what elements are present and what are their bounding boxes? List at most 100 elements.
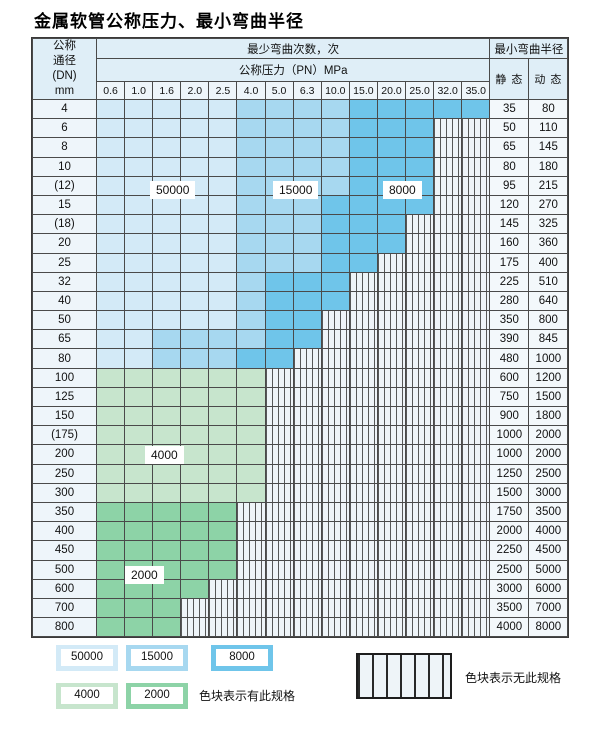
cell-spec-50000 bbox=[152, 137, 182, 158]
legend-no-spec-swatch bbox=[356, 653, 452, 699]
static-radius-value: 4000 bbox=[489, 617, 530, 638]
cell-unavailable bbox=[433, 348, 463, 369]
cell-spec-50000 bbox=[95, 194, 126, 216]
cell-unavailable bbox=[320, 482, 350, 503]
dn-value: 25 bbox=[32, 252, 97, 273]
cell-unavailable bbox=[461, 252, 491, 273]
cell-unavailable bbox=[461, 501, 491, 523]
page-title: 金属软管公称压力、最小弯曲半径 bbox=[34, 12, 304, 31]
static-radius-value: 600 bbox=[489, 367, 530, 388]
cell-unavailable bbox=[292, 367, 322, 388]
cell-unavailable bbox=[376, 444, 407, 465]
table-body: 4 35 80 6 50 110 8 65 145 10 80 180 (12) 95 215 15 120 27… bbox=[32, 98, 569, 638]
dynamic-radius-value: 845 bbox=[528, 329, 569, 350]
cell-unavailable bbox=[461, 578, 491, 599]
cell-unavailable bbox=[433, 233, 463, 254]
static-radius-value: 350 bbox=[489, 310, 530, 331]
legend-chip-2000-label: 2000 bbox=[131, 687, 183, 704]
cell-spec-2000 bbox=[95, 559, 126, 580]
cell-unavailable bbox=[405, 367, 435, 388]
cell-spec-50000 bbox=[95, 175, 126, 196]
dynamic-radius-value: 180 bbox=[528, 156, 569, 177]
cell-unavailable bbox=[461, 559, 491, 580]
cell-unavailable bbox=[405, 405, 435, 427]
cell-spec-15000 bbox=[292, 156, 322, 177]
dynamic-radius-value: 1800 bbox=[528, 405, 569, 427]
cell-spec-4000 bbox=[152, 482, 182, 503]
static-radius-value: 80 bbox=[489, 156, 530, 177]
pressure-tick-6.3: 6.3 bbox=[292, 81, 322, 100]
cell-unavailable bbox=[461, 617, 491, 638]
cell-spec-50000 bbox=[208, 214, 238, 235]
dn-value: 80 bbox=[32, 348, 97, 369]
dynamic-radius-value: 2000 bbox=[528, 425, 569, 446]
cell-spec-8000 bbox=[292, 290, 322, 312]
dynamic-radius-value: 1500 bbox=[528, 386, 569, 408]
cell-spec-15000 bbox=[292, 98, 322, 120]
cell-unavailable bbox=[348, 559, 378, 580]
legend-chip-8000-label: 8000 bbox=[216, 649, 268, 666]
cell-unavailable bbox=[320, 463, 350, 484]
cell-spec-2000 bbox=[208, 501, 238, 523]
cell-unavailable bbox=[348, 597, 378, 619]
dn-value: 450 bbox=[32, 540, 97, 561]
table-row: (175) 1000 2000 bbox=[32, 425, 569, 446]
dn-value: 4 bbox=[32, 98, 97, 120]
cell-spec-50000 bbox=[152, 271, 182, 292]
cell-unavailable bbox=[461, 367, 491, 388]
cell-unavailable bbox=[236, 521, 266, 542]
cell-spec-50000 bbox=[180, 310, 210, 331]
pressure-tick-row: 0.6 1.0 1.6 2.0 2.5 4.0 5.0 6.3 10.0 15.0 20.0 25.0… bbox=[33, 81, 568, 100]
cell-spec-4000 bbox=[95, 405, 126, 427]
pressure-tick-15.0: 15.0 bbox=[348, 81, 378, 100]
cell-spec-15000 bbox=[320, 118, 350, 139]
spec-table-container: 公称 通径 (DN) mm 最少弯曲次数，次 最小弯曲半径 公称压力（PN）MP… bbox=[31, 37, 569, 639]
static-radius-value: 390 bbox=[489, 329, 530, 350]
cell-spec-50000 bbox=[95, 348, 126, 369]
pressure-tick-2.5: 2.5 bbox=[208, 81, 238, 100]
cell-unavailable bbox=[433, 175, 463, 196]
cell-spec-15000 bbox=[264, 194, 294, 216]
cell-spec-50000 bbox=[124, 194, 154, 216]
dn-value: 800 bbox=[32, 617, 97, 638]
cell-unavailable bbox=[376, 367, 407, 388]
cell-spec-4000 bbox=[208, 482, 238, 503]
cell-unavailable bbox=[405, 271, 435, 292]
cell-spec-15000 bbox=[264, 156, 294, 177]
legend-chip-15000-label: 15000 bbox=[131, 649, 183, 666]
cell-unavailable bbox=[376, 578, 407, 599]
dn-value: 15 bbox=[32, 194, 97, 216]
cell-spec-15000 bbox=[292, 137, 322, 158]
cell-unavailable bbox=[433, 559, 463, 580]
cell-spec-8000 bbox=[348, 156, 378, 177]
cell-unavailable bbox=[376, 617, 407, 638]
cell-spec-4000 bbox=[180, 463, 210, 484]
pressure-tick-32.0: 32.0 bbox=[433, 81, 463, 100]
static-radius-value: 900 bbox=[489, 405, 530, 427]
table-row: (18) 145 325 bbox=[32, 214, 569, 235]
min-radius-header: 最小弯曲半径 bbox=[489, 38, 569, 59]
cell-spec-15000 bbox=[236, 290, 266, 312]
cell-spec-50000 bbox=[124, 252, 154, 273]
cell-unavailable bbox=[405, 386, 435, 408]
cell-unavailable bbox=[264, 501, 294, 523]
cell-spec-50000 bbox=[180, 98, 210, 120]
cell-spec-8000 bbox=[376, 214, 407, 235]
cell-unavailable bbox=[320, 578, 350, 599]
cell-spec-50000 bbox=[208, 98, 238, 120]
cell-spec-50000 bbox=[180, 214, 210, 235]
cell-spec-15000 bbox=[236, 156, 266, 177]
cell-unavailable bbox=[433, 597, 463, 619]
dn-header-line-1: 公称 bbox=[53, 40, 76, 52]
static-radius-value: 2500 bbox=[489, 559, 530, 580]
cell-unavailable bbox=[348, 540, 378, 561]
table-row: 8 65 145 bbox=[32, 137, 569, 158]
legend-no-spec-text: 色块表示无此规格 bbox=[465, 671, 562, 685]
cell-unavailable bbox=[405, 501, 435, 523]
cell-unavailable bbox=[348, 367, 378, 388]
static-radius-value: 225 bbox=[489, 271, 530, 292]
cell-unavailable bbox=[292, 463, 322, 484]
cell-spec-50000 bbox=[95, 156, 126, 177]
table-row: 500 2500 5000 bbox=[32, 559, 569, 580]
static-radius-value: 480 bbox=[489, 348, 530, 369]
